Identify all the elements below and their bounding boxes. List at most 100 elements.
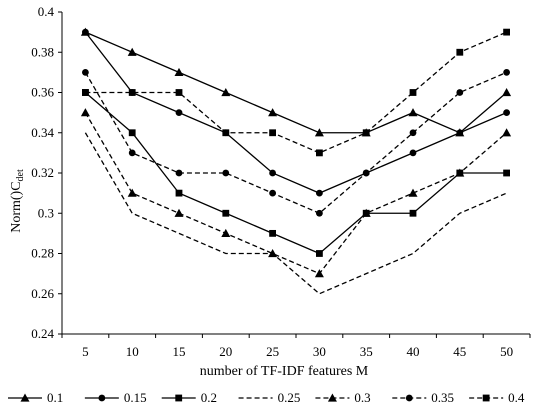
legend-item: 0.3 [315, 390, 371, 405]
data-point [503, 68, 510, 76]
data-point [174, 208, 184, 217]
x-tick-label: 30 [313, 344, 326, 359]
data-point [316, 250, 323, 257]
data-point [408, 188, 418, 197]
data-point [175, 109, 183, 117]
data-point [455, 168, 465, 177]
data-point [221, 228, 231, 237]
data-point [175, 89, 183, 96]
series-line [85, 31, 508, 134]
legend-label: 0.3 [354, 390, 370, 405]
data-point [502, 88, 512, 97]
data-point [408, 108, 418, 117]
series-line [84, 92, 507, 255]
x-tick-label: 15 [173, 344, 186, 359]
data-point [314, 128, 324, 137]
data-point [174, 67, 184, 76]
legend-label: 0.4 [508, 390, 525, 405]
x-tick-label: 35 [360, 344, 373, 359]
data-point [314, 269, 324, 278]
data-point [409, 149, 417, 157]
legend-label: 0.25 [278, 390, 301, 405]
legend-label: 0.2 [201, 390, 217, 405]
data-point [268, 108, 278, 117]
y-tick-label: 0.24 [31, 326, 54, 341]
series-line [84, 112, 508, 275]
x-tick-label: 10 [126, 344, 139, 359]
legend-label: 0.35 [431, 390, 454, 405]
data-point [502, 128, 512, 137]
data-point [222, 169, 230, 177]
plot-series [80, 27, 512, 295]
data-point [82, 89, 89, 96]
data-point [409, 209, 417, 217]
legend-marker [98, 394, 106, 402]
x-tick-label: 5 [82, 344, 89, 359]
legend-marker [482, 394, 490, 402]
y-tick-label: 0.28 [31, 246, 54, 261]
data-point [456, 89, 464, 96]
data-point [362, 129, 370, 137]
series-0.1 [80, 27, 512, 137]
data-point [128, 149, 136, 157]
series-0.3 [80, 108, 512, 278]
data-point [269, 189, 276, 197]
series-0.15 [82, 28, 510, 197]
series-line [84, 71, 507, 215]
data-point [128, 129, 136, 137]
legend-marker [327, 393, 337, 402]
legend-marker [20, 393, 30, 402]
data-point [268, 249, 278, 258]
data-point [222, 129, 230, 137]
data-point [269, 169, 276, 177]
series-0.4 [82, 28, 510, 157]
y-axis-label: Norm()Cdet [9, 169, 26, 233]
y-tick-label: 0.4 [38, 4, 55, 19]
y-axis-label-main: Norm()C [9, 181, 24, 232]
series-line [84, 31, 507, 194]
series-line [85, 31, 507, 154]
data-point [222, 209, 230, 217]
data-point [503, 109, 510, 117]
x-axis-label: number of TF-IDF features M [200, 364, 369, 379]
x-tick-label: 40 [407, 344, 420, 359]
x-tick-label: 20 [219, 344, 232, 359]
y-tick-label: 0.38 [31, 44, 54, 59]
data-point [316, 189, 323, 197]
legend-label: 0.15 [124, 390, 147, 405]
data-point [175, 189, 183, 197]
data-point [503, 28, 510, 36]
x-tick-label: 45 [453, 344, 466, 359]
x-tick-label: 25 [266, 344, 279, 359]
data-point [80, 108, 90, 117]
data-point [269, 129, 276, 137]
data-point [221, 88, 231, 97]
y-tick-labels: 0.24 0.26 0.28 0.3 0.32 0.34 0.36 0.38 0.4 [31, 4, 54, 341]
legend: 0.1 0.15 0.2 0.25 0.3 0.35 0.4 [8, 390, 525, 405]
y-tick-label: 0.32 [31, 165, 54, 180]
data-point [316, 149, 323, 157]
legend-item: 0.15 [84, 390, 147, 405]
data-point [127, 188, 137, 197]
data-point [361, 208, 371, 217]
y-tick-label: 0.3 [38, 205, 54, 220]
x-tick-labels: 5 10 15 20 25 30 35 40 45 50 [82, 344, 513, 359]
series-line [84, 132, 507, 295]
legend-marker [175, 394, 183, 402]
legend-item: 0.35 [392, 390, 454, 405]
y-tick-label: 0.26 [31, 286, 54, 301]
legend-item: 0.2 [161, 390, 217, 405]
x-tick-label: 50 [500, 344, 513, 359]
legend-item: 0.4 [469, 390, 525, 405]
data-point [362, 169, 370, 177]
data-point [128, 89, 136, 96]
data-point [127, 47, 137, 56]
legend-label: 0.1 [47, 390, 63, 405]
legend-marker [405, 394, 413, 402]
series-0.2 [82, 89, 510, 257]
y-tick-label: 0.34 [31, 125, 54, 140]
legend-item: 0.25 [238, 390, 301, 405]
data-point [316, 209, 323, 217]
data-point [175, 169, 183, 177]
